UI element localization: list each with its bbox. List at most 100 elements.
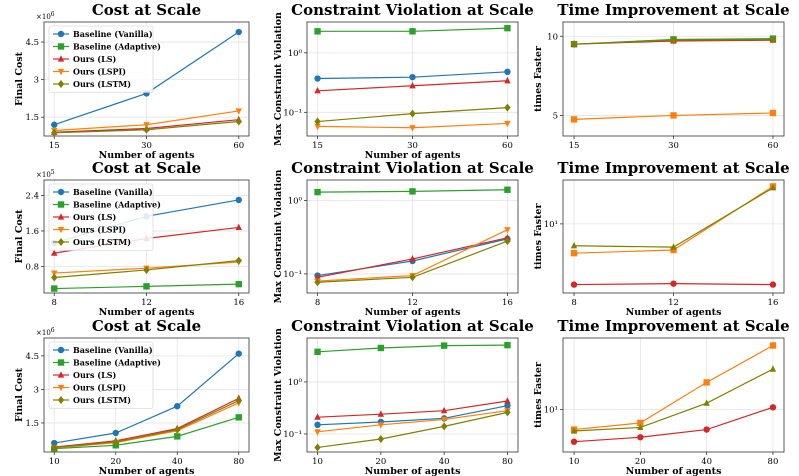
- data-point: [409, 81, 416, 89]
- data-point: [235, 117, 242, 126]
- x-tick-label: 10: [49, 457, 60, 467]
- x-axis-label: Number of agents: [99, 150, 195, 161]
- y-tick-label: 10⁻¹: [283, 270, 302, 280]
- x-tick-label: 80: [502, 457, 513, 467]
- data-point: [637, 434, 644, 441]
- data-point: [769, 281, 777, 288]
- y-axis-label: Final Cost: [14, 209, 25, 264]
- y-axis-exponent: ×105: [36, 169, 55, 179]
- chart-panel-4: Cost at Scale 8 12 16 0.8 1.6 2.4 ×105 Number of…: [14, 159, 250, 318]
- y-tick-label: 10¹: [544, 220, 558, 230]
- x-tick-label: 20: [635, 457, 646, 467]
- legend-marker: [57, 238, 65, 246]
- x-tick-label: 15: [569, 141, 580, 151]
- x-tick-label: 40: [701, 457, 712, 467]
- series-line: [54, 400, 240, 449]
- legend-entry: Ours (LS): [73, 370, 116, 380]
- legend-entry: Ours (LSTM): [73, 237, 131, 247]
- legend-marker: [57, 396, 65, 404]
- data-point: [570, 438, 578, 445]
- legend-marker: [57, 213, 65, 220]
- data-point: [235, 28, 242, 36]
- data-point: [504, 402, 511, 409]
- data-point: [314, 117, 321, 126]
- y-tick-label: 10⁰: [288, 378, 303, 388]
- data-point: [314, 443, 321, 452]
- legend: Baseline (Vanilla) Baseline (Adaptive) Our…: [48, 341, 161, 409]
- chart-title: Cost at Scale: [92, 159, 201, 177]
- y-tick-label: 10⁻¹: [283, 108, 302, 118]
- data-point: [703, 379, 710, 386]
- y-axis-label: times Faster: [533, 45, 544, 112]
- legend-marker: [57, 359, 65, 366]
- data-point: [703, 426, 710, 433]
- legend-marker: [57, 371, 65, 378]
- chart-panel-3: Time Improvement at Scale 15 30 60 5 10times …: [533, 1, 790, 151]
- data-point: [377, 435, 385, 444]
- y-tick-label: 1.6: [25, 227, 39, 237]
- x-tick-label: 40: [172, 457, 183, 467]
- data-point: [409, 73, 416, 81]
- legend-entry: Baseline (Adaptive): [73, 42, 161, 52]
- data-point: [504, 227, 511, 234]
- legend-entry: Ours (LSPI): [73, 225, 126, 235]
- x-tick-label: 20: [110, 457, 121, 467]
- series-line: [54, 416, 239, 450]
- series-line: [573, 344, 774, 431]
- legend-box: [48, 341, 154, 409]
- legend-entry: Baseline (Vanilla): [73, 29, 153, 39]
- data-point: [504, 103, 511, 112]
- data-point: [670, 243, 677, 250]
- data-point: [504, 186, 511, 193]
- data-point: [235, 223, 242, 231]
- y-axis-label: Max Constraint Violation: [273, 328, 284, 462]
- y-tick-label: 2.4: [25, 192, 39, 202]
- legend-entry: Ours (LS): [73, 212, 116, 222]
- legend-marker: [57, 80, 65, 88]
- data-point: [409, 28, 416, 35]
- data-point: [440, 342, 448, 349]
- data-point: [235, 196, 242, 204]
- chart-panel-5: Constraint Violation at Scale 8 12 16 10⁻¹ 10…: [273, 159, 534, 318]
- data-point: [769, 109, 777, 117]
- series-line: [317, 400, 508, 418]
- x-axis-label: Number of agents: [365, 307, 461, 318]
- chart-panel-9: Time Improvement at Scale 10 20 40 80 10¹ Numb…: [533, 317, 790, 476]
- data-point: [314, 28, 321, 35]
- y-tick-label: 10¹: [544, 406, 558, 416]
- y-tick-label: 1.5: [25, 113, 39, 123]
- data-point: [235, 280, 242, 288]
- series-line: [574, 368, 774, 432]
- chart-title: Time Improvement at Scale: [557, 317, 789, 335]
- y-axis-label: Final Cost: [14, 51, 25, 106]
- legend-marker: [57, 43, 65, 50]
- data-point: [570, 281, 578, 288]
- legend-entry: Baseline (Adaptive): [73, 200, 161, 210]
- x-tick-label: 8: [52, 298, 57, 308]
- data-point: [409, 188, 416, 195]
- data-point: [570, 249, 578, 257]
- data-point: [769, 342, 777, 349]
- data-point: [314, 348, 321, 355]
- data-point: [51, 121, 58, 128]
- x-tick-label: 12: [668, 298, 679, 308]
- data-point: [314, 123, 321, 131]
- data-point: [314, 273, 321, 280]
- data-point: [235, 414, 242, 421]
- legend-entry: Ours (LSPI): [73, 67, 126, 77]
- data-point: [570, 241, 578, 249]
- chart-title: Time Improvement at Scale: [557, 1, 789, 19]
- data-point: [769, 404, 777, 411]
- data-point: [235, 256, 242, 265]
- data-point: [314, 278, 321, 287]
- x-tick-label: 30: [668, 141, 679, 151]
- series-line: [54, 353, 240, 444]
- data-point: [440, 406, 448, 414]
- data-point: [670, 112, 677, 119]
- legend: Baseline (Vanilla) Baseline (Adaptive) Our…: [48, 25, 161, 93]
- legend-marker: [57, 226, 65, 234]
- y-axis-label: times Faster: [533, 203, 544, 270]
- data-point: [377, 422, 385, 429]
- legend-marker: [57, 188, 65, 196]
- data-point: [504, 68, 511, 76]
